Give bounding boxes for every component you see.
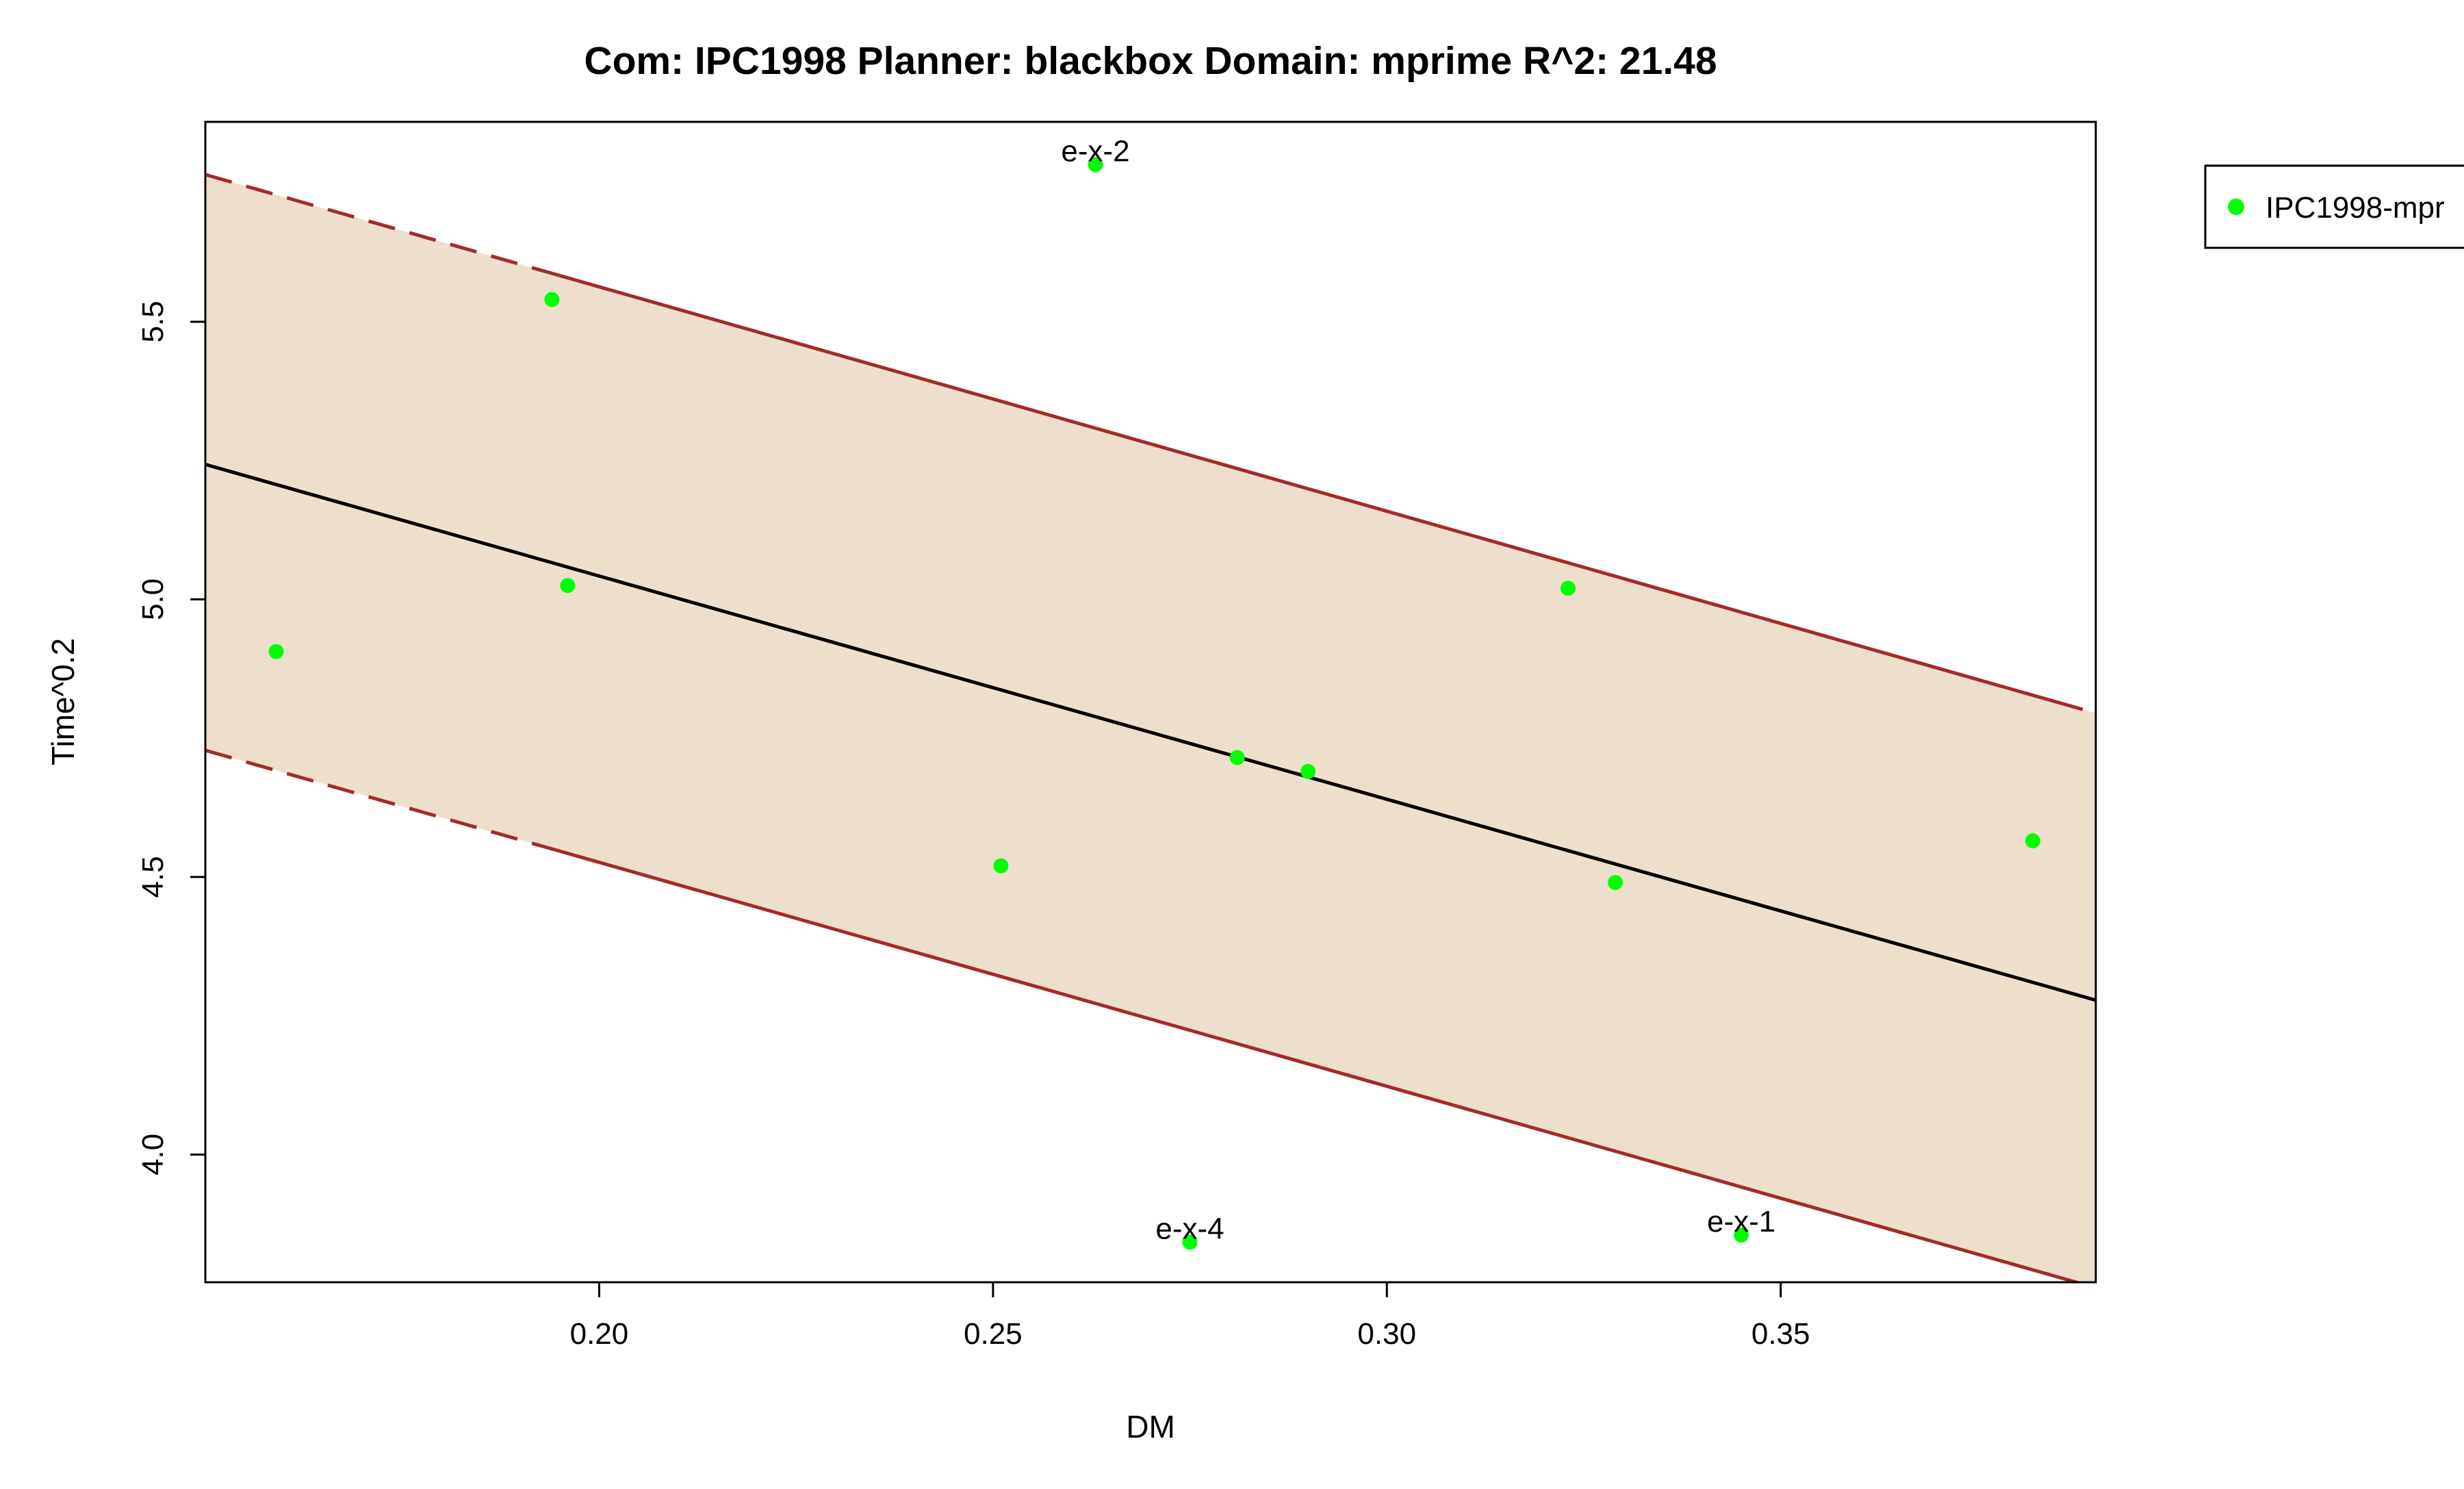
y-tick-label: 4.0 xyxy=(136,1134,170,1175)
data-point xyxy=(544,292,560,307)
x-axis: 0.20 0.25 0.30 0.35 xyxy=(570,1281,1810,1351)
band-upper-line-segment-1 xyxy=(547,270,2057,704)
point-labels-group: e-x-2 e-x-4 e-x-1 xyxy=(1061,134,1775,1245)
fit-line xyxy=(205,462,2096,1002)
points-group xyxy=(268,157,2040,1250)
band-upper-line-segment-2 xyxy=(2055,700,2096,715)
data-point xyxy=(1607,875,1623,891)
data-point xyxy=(2025,833,2040,849)
data-point xyxy=(268,644,284,659)
data-point xyxy=(1229,750,1245,765)
x-tick-label: 0.20 xyxy=(570,1317,629,1351)
data-point xyxy=(1734,1227,1749,1243)
data-point xyxy=(1088,157,1103,173)
band-lower-line-segment-0 xyxy=(205,748,549,850)
x-tick-label: 0.35 xyxy=(1751,1317,1810,1351)
fit-line-group xyxy=(205,462,2096,1002)
data-point xyxy=(1560,581,1576,596)
data-point xyxy=(1300,763,1316,779)
chart-title: Com: IPC1998 Planner: blackbox Domain: m… xyxy=(584,39,1717,83)
point-label: e-x-1 xyxy=(1707,1205,1775,1238)
x-tick-label: 0.25 xyxy=(964,1317,1023,1351)
data-point xyxy=(1182,1234,1198,1250)
y-tick-label: 5.0 xyxy=(136,578,170,620)
y-axis-label: Time^0.2 xyxy=(45,638,81,765)
band-upper-line-segment-0 xyxy=(205,173,549,275)
y-axis: 4.0 4.5 5.0 5.5 xyxy=(136,301,207,1175)
point-label: e-x-2 xyxy=(1061,134,1129,168)
data-point xyxy=(560,578,576,594)
band-lower-line-segment-1 xyxy=(547,845,2057,1279)
prediction-band-fill xyxy=(205,175,2096,1282)
x-tick-label: 0.30 xyxy=(1357,1317,1416,1351)
prediction-band xyxy=(205,173,2096,1282)
point-label: e-x-4 xyxy=(1155,1212,1224,1246)
legend-marker xyxy=(2228,199,2244,215)
legend-box xyxy=(2204,164,2464,249)
data-point xyxy=(993,858,1009,874)
legend-entry-label: IPC1998-mpr xyxy=(2266,191,2445,225)
y-tick-label: 5.5 xyxy=(136,301,170,342)
x-axis-label: DM xyxy=(1126,1409,1175,1445)
y-tick-label: 4.5 xyxy=(136,856,170,898)
legend: IPC1998-mpr xyxy=(2204,164,2464,249)
